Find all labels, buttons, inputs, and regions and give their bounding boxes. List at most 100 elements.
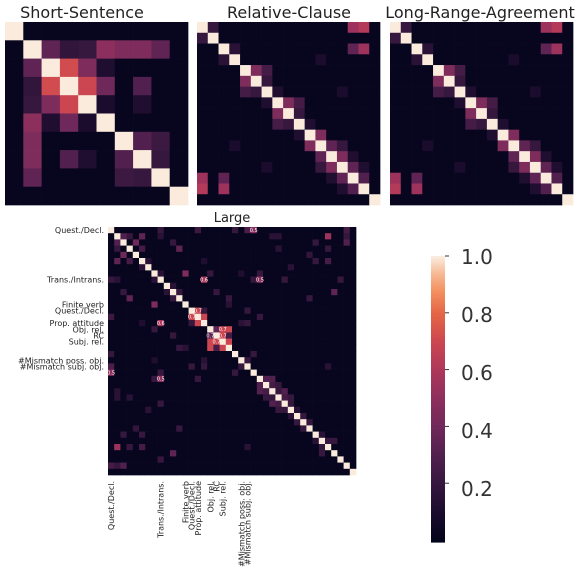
heatmap-cell — [169, 95, 189, 114]
heatmap-cell — [225, 332, 233, 339]
column-tick-label: Prop. attitude — [194, 481, 203, 536]
heatmap-cell — [293, 32, 305, 44]
heatmap-cell — [250, 161, 262, 174]
heatmap-cell — [306, 394, 313, 401]
heatmap-cell — [300, 282, 307, 290]
heatmap-cell — [294, 369, 301, 377]
colorbar-segment — [431, 289, 445, 293]
heatmap-cell — [169, 58, 189, 78]
heatmap-cell — [108, 363, 115, 370]
heatmap-cell — [349, 388, 357, 395]
heatmap-cell — [145, 456, 152, 463]
heatmap-cell — [337, 468, 344, 476]
heatmap-cell — [337, 289, 344, 296]
colorbar-segment — [431, 339, 445, 343]
heatmap-cell — [201, 233, 208, 240]
colorbar-segment — [431, 313, 445, 317]
heatmap-cell — [176, 301, 183, 308]
heatmap-cell — [540, 118, 552, 130]
heatmap-cell — [188, 456, 196, 463]
heatmap-cell — [132, 394, 140, 401]
heatmap-cell — [540, 151, 552, 163]
heatmap-cell — [275, 307, 282, 315]
heatmap-cell — [318, 382, 326, 389]
heatmap-cell — [275, 332, 282, 339]
heatmap-cell — [244, 276, 251, 284]
heatmap-cell — [454, 108, 466, 120]
heatmap-cell — [497, 151, 509, 163]
heatmap-cell — [275, 338, 282, 346]
heatmap-cell — [5, 113, 24, 133]
heatmap-cell — [114, 444, 121, 451]
heatmap-cell — [132, 400, 140, 408]
heatmap-cell — [256, 301, 264, 308]
heatmap-cell — [170, 369, 177, 377]
heatmap-cell — [218, 22, 230, 34]
heatmap-cell — [238, 245, 245, 253]
heatmap-cell — [486, 129, 498, 141]
heatmap-cell — [229, 32, 241, 44]
heatmap-cell — [287, 301, 295, 308]
heatmap-cell — [508, 194, 520, 206]
heatmap-cell — [238, 270, 245, 277]
heatmap-cell — [114, 357, 121, 364]
heatmap-cell — [238, 400, 245, 408]
heatmap-cell — [343, 264, 351, 271]
heatmap-cell — [343, 289, 351, 296]
heatmap-cell — [114, 264, 121, 271]
heatmap-cell — [349, 375, 357, 383]
heatmap-cell — [331, 450, 338, 457]
heatmap-cell — [157, 276, 165, 284]
heatmap-cell — [411, 140, 423, 152]
heatmap-cell — [272, 22, 284, 34]
heatmap-cell — [336, 43, 349, 55]
heatmap-cell — [207, 394, 214, 401]
heatmap-cell — [256, 375, 264, 383]
heatmap-cell — [337, 251, 344, 259]
heatmap-cell — [96, 40, 116, 59]
heatmap-cell — [312, 456, 320, 463]
heatmap-cell — [343, 326, 351, 333]
heatmap-cell — [188, 419, 196, 426]
heatmap-cell — [261, 97, 273, 109]
heatmap-cell — [163, 357, 171, 364]
heatmap-cell — [114, 338, 121, 346]
heatmap-cell — [250, 43, 262, 55]
heatmap-cell — [197, 194, 209, 206]
heatmap-cell — [207, 276, 214, 284]
heatmap-cell — [132, 462, 140, 470]
heatmap-cell — [422, 32, 434, 44]
heatmap-cell — [197, 151, 209, 163]
heatmap-cell — [108, 233, 115, 240]
heatmap-cell — [232, 419, 239, 426]
heatmap-cell — [120, 363, 127, 370]
heatmap-cell — [358, 97, 370, 109]
heatmap-cell — [133, 131, 152, 151]
heatmap-cell — [132, 245, 140, 253]
heatmap-cell — [238, 307, 245, 315]
heatmap-cell — [486, 140, 498, 152]
heatmap-cell — [529, 108, 542, 120]
heatmap-cell — [219, 413, 227, 420]
heatmap-cell — [275, 413, 282, 420]
heatmap-cell — [188, 344, 196, 352]
heatmap-cell — [139, 382, 146, 389]
heatmap-cell — [229, 75, 241, 87]
heatmap-cell — [300, 251, 307, 259]
heatmap-cell — [433, 129, 445, 141]
heatmap-cell — [294, 406, 301, 414]
heatmap-cell — [306, 301, 313, 308]
heatmap-cell — [529, 183, 542, 195]
heatmap-cell — [194, 258, 202, 265]
heatmap-cell — [263, 369, 270, 377]
heatmap-cell — [325, 388, 332, 395]
heatmap-cell — [331, 326, 338, 333]
heatmap-cell — [312, 351, 320, 358]
heatmap-cell — [269, 313, 276, 321]
heatmap-cell — [218, 54, 230, 66]
heatmap-cell — [132, 351, 140, 358]
heatmap-cell — [411, 108, 423, 120]
heatmap-cell — [250, 462, 258, 470]
heatmap-cell — [261, 194, 273, 206]
heatmap-cell — [120, 276, 127, 284]
